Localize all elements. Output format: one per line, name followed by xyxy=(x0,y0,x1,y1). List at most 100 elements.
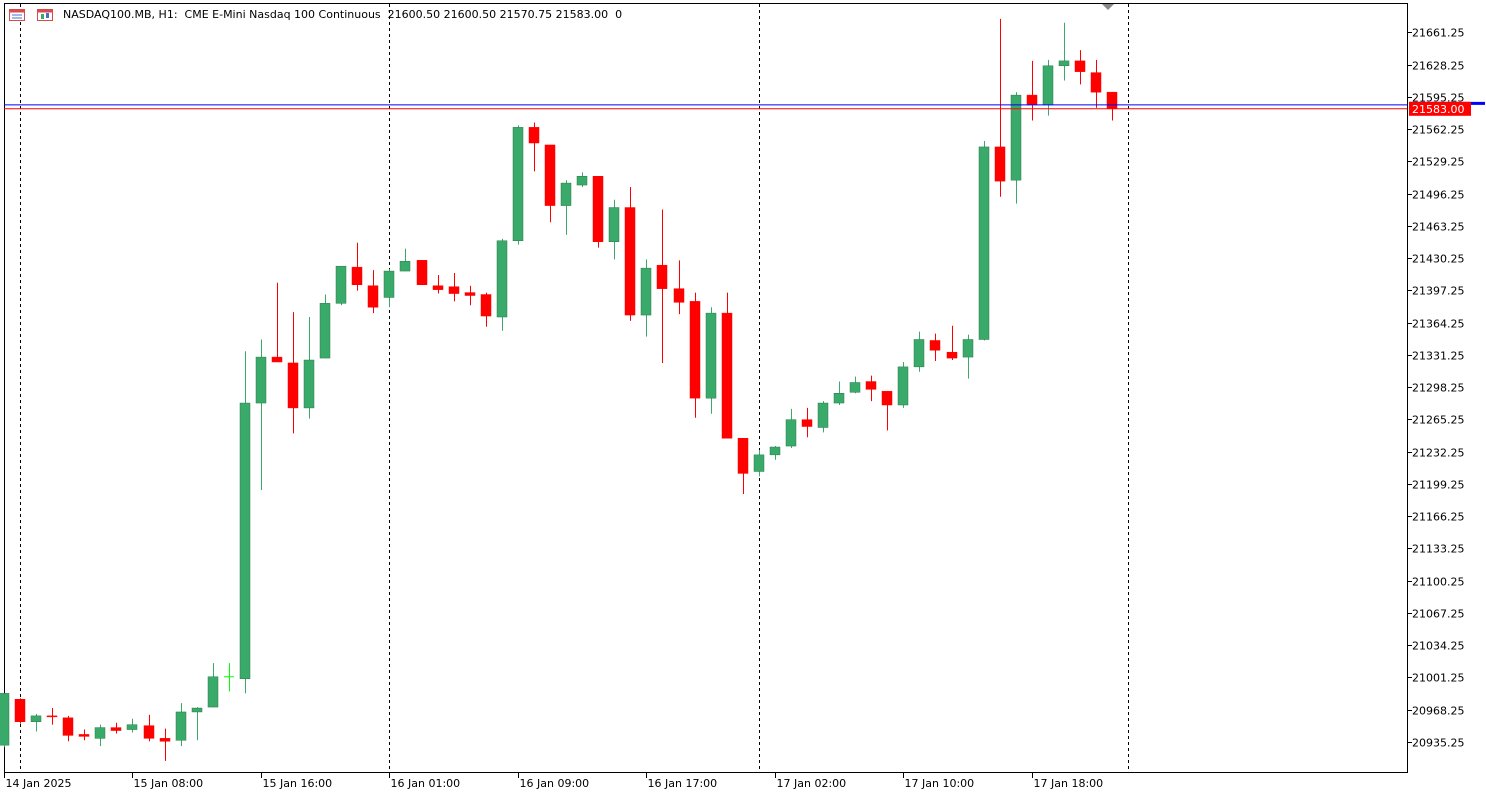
candle xyxy=(496,238,508,331)
candle-body xyxy=(576,175,588,186)
menu-icon[interactable] xyxy=(9,9,25,21)
candle-body xyxy=(592,175,604,242)
candle xyxy=(126,718,138,733)
candle-body xyxy=(608,207,620,242)
candle xyxy=(0,693,10,748)
candle-body xyxy=(367,285,379,308)
candle-body xyxy=(30,715,42,722)
candle xyxy=(705,307,717,414)
candle xyxy=(576,172,588,187)
candle-body xyxy=(14,698,26,722)
candle xyxy=(946,325,958,361)
x-tick-label: 15 Jan 08:00 xyxy=(134,777,204,790)
symbol-description: CME E-Mini Nasdaq 100 Continuous xyxy=(184,8,381,21)
candle xyxy=(367,270,379,314)
candle-body xyxy=(143,725,155,739)
candle-body xyxy=(303,359,315,409)
candle-body xyxy=(94,727,106,739)
y-tick-label: 20968.25 xyxy=(1412,705,1465,718)
candle xyxy=(14,698,26,724)
candle xyxy=(785,408,797,449)
candle-body xyxy=(769,446,781,456)
candle xyxy=(351,242,363,291)
candle xyxy=(721,292,733,439)
candle-body xyxy=(1090,72,1102,93)
candle-body xyxy=(126,724,138,730)
candle xyxy=(913,331,925,372)
candle xyxy=(1074,50,1086,85)
candle xyxy=(1026,60,1038,121)
candle xyxy=(1058,22,1070,81)
candle-body xyxy=(673,288,685,303)
x-tick-label: 15 Jan 16:00 xyxy=(263,777,333,790)
candle xyxy=(46,708,58,725)
candle-body xyxy=(785,419,797,447)
candle xyxy=(78,729,90,741)
candle-body xyxy=(287,362,299,409)
candle xyxy=(464,285,476,306)
candle xyxy=(512,125,524,245)
candle xyxy=(833,381,845,405)
candle xyxy=(110,722,122,734)
ohlc-values: 21600.50 21600.50 21570.75 21583.00 xyxy=(387,8,609,21)
y-tick-label: 21364.25 xyxy=(1412,318,1465,331)
candle-body xyxy=(383,270,395,298)
candle xyxy=(673,260,685,315)
candle xyxy=(207,663,219,708)
candle-body xyxy=(110,727,122,731)
candle xyxy=(30,713,42,732)
candle xyxy=(624,186,636,321)
candle-body xyxy=(1042,65,1054,106)
candle-body xyxy=(1010,94,1022,181)
candle-body xyxy=(946,351,958,359)
candle xyxy=(817,401,829,433)
candle xyxy=(239,351,251,694)
candle-body xyxy=(656,264,668,289)
y-tick-label: 21430.25 xyxy=(1412,253,1465,266)
candle-body xyxy=(1074,60,1086,72)
candle xyxy=(689,292,701,418)
candle xyxy=(544,144,556,223)
candle xyxy=(978,141,990,341)
candle xyxy=(753,449,765,477)
chart-type-icon[interactable] xyxy=(37,9,53,21)
candle xyxy=(801,407,813,438)
candle-body xyxy=(416,260,428,286)
candle xyxy=(640,259,652,337)
candle-body xyxy=(1058,60,1070,67)
candle xyxy=(448,273,460,302)
y-tick-label: 21496.25 xyxy=(1412,189,1465,202)
candle xyxy=(881,391,893,431)
y-tick-label: 21529.25 xyxy=(1412,156,1465,169)
candle-body xyxy=(512,127,524,242)
candle-body xyxy=(849,382,861,393)
candle xyxy=(271,282,283,363)
x-tick-label: 17 Jan 02:00 xyxy=(777,777,847,790)
candle xyxy=(287,312,299,434)
bid-price-label: 21583.00 xyxy=(1412,103,1465,116)
x-tick-label: 14 Jan 2025 xyxy=(6,777,72,790)
candle-body xyxy=(994,146,1006,182)
candle xyxy=(865,375,877,402)
candle-body xyxy=(496,240,508,318)
candle-body xyxy=(721,312,733,439)
candle-body xyxy=(897,366,909,406)
candle-body xyxy=(1106,91,1118,110)
candle-body xyxy=(78,734,90,737)
x-tick-label: 17 Jan 10:00 xyxy=(905,777,975,790)
y-tick-label: 20935.25 xyxy=(1412,737,1465,750)
y-tick-label: 21298.25 xyxy=(1412,382,1465,395)
candle xyxy=(319,294,331,359)
y-tick-label: 21232.25 xyxy=(1412,447,1465,460)
candle xyxy=(897,361,909,408)
candle xyxy=(528,122,540,172)
x-tick-label: 16 Jan 01:00 xyxy=(391,777,461,790)
candle-body xyxy=(399,261,411,272)
chart-shift-marker xyxy=(1102,4,1114,10)
candle xyxy=(656,209,668,363)
bid-price-tag xyxy=(1409,101,1471,116)
candle-body xyxy=(46,715,58,718)
y-tick-label: 21067.25 xyxy=(1412,608,1465,621)
